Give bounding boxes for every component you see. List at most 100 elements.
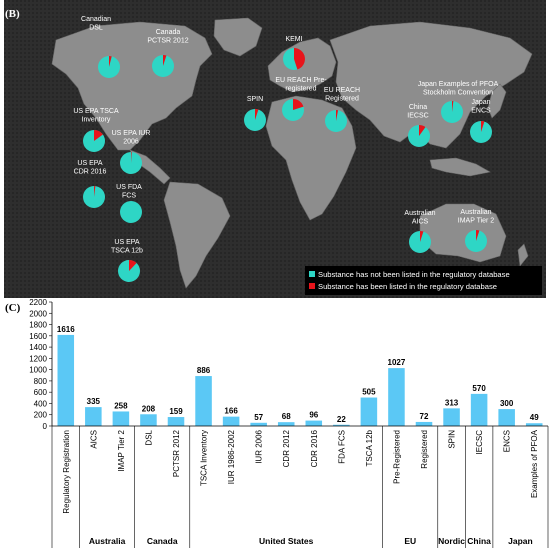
pie-us-fda-fcs-not-listed-slice: [120, 201, 142, 223]
pie-us-fda-fcs: US FDA FCS: [116, 184, 142, 223]
pie-label-eu-reach-pre: EU REACH Pre-: [275, 77, 327, 84]
pie-eu-reach-reg-listed-slice: [336, 110, 339, 121]
bar: [443, 408, 460, 426]
x-axis: Regulatory Registration AICS IMAP Tier 2 DS…: [52, 425, 548, 514]
registration-bar-chart: (C) 0 200 400 600 800 1000 1200 1400 1600 1800 200…: [5, 298, 549, 548]
panel-c-tag: (C): [5, 302, 21, 314]
y-tick-label: 1400: [29, 343, 47, 352]
pie-us-tsca-12b-listed-slice: [129, 260, 137, 271]
bar: [470, 393, 488, 426]
x-tick-label: TSCA 12b: [365, 429, 374, 466]
x-tick-label: CDR 2016: [310, 429, 319, 467]
bar-value-label: 49: [530, 413, 539, 422]
y-tick-label: 1800: [29, 321, 47, 330]
pie-label-au-aics: Australian: [404, 210, 435, 217]
bar: [525, 423, 543, 426]
bar: [167, 417, 185, 426]
y-tick-label: 200: [34, 411, 48, 420]
pie-label-japan-encs: Japan: [471, 99, 490, 106]
bar: [305, 420, 323, 426]
pie-label-us-tsca-inv: Inventory: [82, 117, 111, 124]
pie-label-us-fda-fcs: FCS: [122, 193, 136, 200]
pie-kemi-listed-slice: [294, 48, 305, 70]
x-tick-label: Registered: [420, 430, 429, 469]
bar: [112, 411, 130, 426]
bar: [85, 407, 102, 426]
pie-canada-pctsr-listed-slice: [163, 55, 167, 66]
y-tick-label: 2000: [29, 309, 47, 318]
bar-value-label: 68: [282, 412, 291, 421]
panel-b-tag: (B): [5, 8, 20, 20]
pie-us-tsca-inv-listed-slice: [94, 130, 103, 141]
pie-label-au-aics: AICS: [412, 219, 429, 226]
pie-label-china-iecsc: IECSC: [407, 113, 428, 120]
pie-label-us-tsca-12b: US EPA: [114, 239, 139, 246]
x-tick-label: IUR 2006: [255, 429, 264, 463]
bar-series: [57, 334, 543, 426]
bar: [277, 422, 295, 426]
bar-value-label: 505: [362, 388, 376, 397]
world-map-panel: (B) Canadian DSL Canada PCTSR 2012 KEMI EU RE…: [4, 0, 546, 298]
bar: [498, 409, 515, 426]
pie-japan-pfoa: Japan Examples of PFOA Stockholm Conventi…: [418, 81, 499, 123]
pie-label-us-iur-2006: 2006: [123, 139, 139, 146]
x-tick-label: FDA FCS: [337, 430, 346, 464]
pie-us-iur-2006: US EPA IUR 2006: [112, 130, 150, 174]
map-legend: Substance has not been listed in the reg…: [305, 266, 542, 295]
bar-value-label: 96: [309, 411, 318, 420]
y-tick-label: 1200: [29, 354, 47, 363]
pie-label-au-imap: Australian: [460, 209, 491, 216]
pie-label-china-iecsc: China: [409, 104, 427, 111]
x-tick-label: TSCA Inventory: [200, 430, 209, 486]
y-tick-label: 600: [34, 388, 48, 397]
pie-eu-reach-pre: EU REACH Pre-registered: [275, 77, 327, 121]
pie-label-japan-pfoa: Japan Examples of PFOA: [418, 81, 499, 88]
y-tick-label: 0: [43, 422, 48, 431]
pie-us-tsca-inv: US EPA TSCA Inventory: [73, 108, 119, 152]
pie-eu-reach-reg: EU REACH Registered: [324, 87, 360, 132]
pie-label-spin: SPIN: [247, 96, 263, 103]
y-tick-label: 400: [34, 399, 48, 408]
x-tick-label: AICS: [89, 430, 98, 449]
x-tick-label: IUR 1986-2002: [227, 429, 236, 484]
bar-value-label: 1616: [57, 325, 75, 334]
pie-label-canada-pctsr: PCTSR 2012: [147, 38, 188, 45]
x-tick-label: DSL: [144, 429, 153, 445]
region-label: Canada: [147, 536, 178, 546]
japan-shape: [487, 83, 507, 119]
pie-canadian-dsl: Canadian DSL: [81, 16, 120, 78]
pie-label-canadian-dsl: DSL: [89, 25, 103, 32]
bar-value-label: 258: [114, 401, 128, 410]
pie-japan-encs-listed-slice: [481, 121, 485, 132]
region-groups: Australia Canada United States EU Nordic Chin…: [51, 426, 549, 548]
pie-japan-pfoa-listed-slice: [452, 101, 454, 112]
y-tick-label: 800: [34, 377, 48, 386]
south-america-shape: [163, 181, 231, 289]
pie-au-imap: Australian IMAP Tier 2: [458, 209, 494, 252]
region-label: Nordic: [438, 536, 465, 546]
pie-label-canada-pctsr: Canada: [156, 29, 181, 36]
pie-label-us-cdr-2016: CDR 2016: [74, 169, 107, 176]
bar-value-label: 335: [87, 397, 101, 406]
y-axis: 0 200 400 600 800 1000 1200 1400 1600 1800 2000 220…: [29, 298, 53, 431]
pie-china-iecsc-listed-slice: [419, 125, 426, 136]
pie-label-japan-pfoa: Stockholm Convention: [423, 90, 493, 97]
bar: [333, 424, 350, 426]
pie-label-eu-reach-pre: registered: [285, 86, 316, 93]
pie-spin: SPIN: [244, 96, 266, 131]
legend-box: [305, 266, 542, 295]
bar-value-label: 1027: [388, 358, 406, 367]
pie-label-kemi: KEMI: [285, 36, 302, 43]
bar: [250, 422, 267, 426]
y-tick-label: 1000: [29, 366, 47, 375]
pie-us-tsca-12b: US EPA TSCA 12b: [111, 239, 143, 282]
bar: [388, 368, 405, 426]
region-label: Japan: [508, 536, 533, 546]
pie-au-aics: Australian AICS: [404, 210, 436, 253]
pie-label-canadian-dsl: Canadian: [81, 16, 111, 23]
legend-label-listed: Substance has been listed in the regulat…: [318, 282, 497, 291]
bar-value-label: 300: [500, 399, 514, 408]
pie-au-imap-listed-slice: [476, 230, 480, 241]
continents: [51, 17, 533, 289]
region-label: United States: [259, 536, 314, 546]
